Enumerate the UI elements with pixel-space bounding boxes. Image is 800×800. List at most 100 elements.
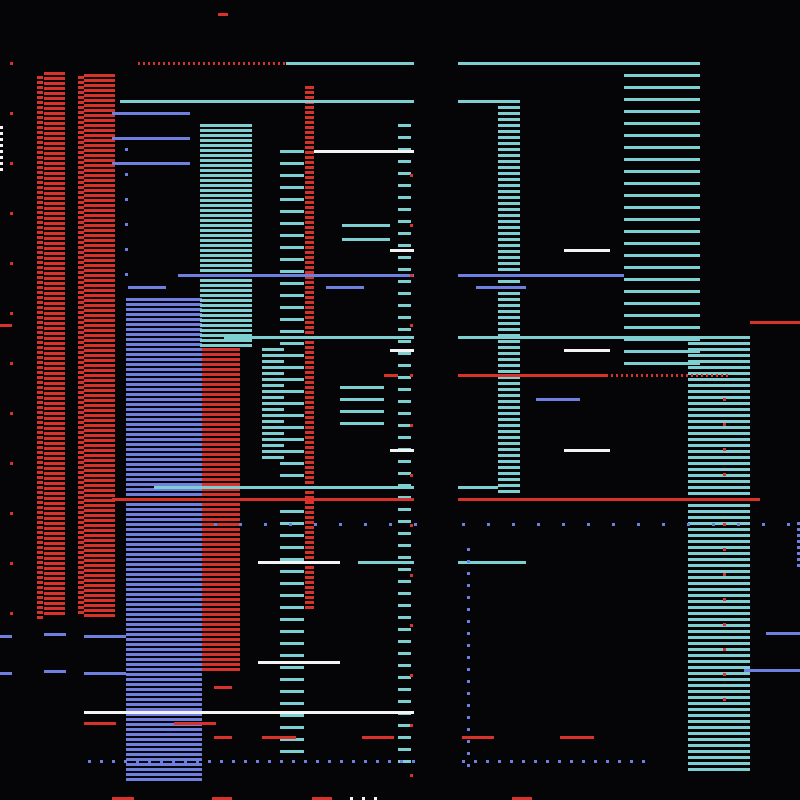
red-stripe [84, 474, 115, 477]
red-stripe [44, 142, 65, 145]
blue-dotted [587, 523, 590, 526]
red-stripe-thin [37, 91, 43, 94]
blue-dotted [462, 523, 465, 526]
red-stripe-thin [37, 411, 43, 414]
cyan-stripe-sparse [280, 750, 304, 753]
cyan-stripe [498, 322, 520, 325]
cyan-line [458, 100, 520, 103]
red-line [384, 374, 398, 377]
red-stripe [44, 197, 65, 200]
cyan-stripe-sparse [280, 618, 304, 621]
red-stripe [202, 513, 240, 516]
cyan-stripe [200, 154, 252, 157]
white-line [390, 349, 414, 352]
blue-stripe [126, 538, 202, 541]
cyan-stripe [200, 184, 252, 187]
cyan-stripe-sparse [280, 174, 304, 177]
red-stripe [202, 598, 240, 601]
red-stripe-center [305, 371, 314, 374]
red-stripe [44, 492, 65, 495]
red-stripe-thin [78, 411, 84, 414]
red-stripe-center [305, 551, 314, 554]
red-dotted [143, 62, 145, 65]
red-vdotted [723, 573, 726, 576]
cyan-stripe [688, 570, 750, 573]
blue-stripe [126, 718, 202, 721]
blue-vdotted [467, 596, 470, 599]
white-vdotted [0, 144, 3, 147]
red-stripe-thin [37, 551, 43, 554]
red-stripe-thin [37, 461, 43, 464]
red-stripe [202, 593, 240, 596]
cyan-stripe [498, 394, 520, 397]
cyan-stripe-sparse [398, 664, 411, 667]
cyan-stripe [498, 118, 520, 121]
red-stripe-thin [78, 371, 84, 374]
cyan-stripe [498, 418, 520, 421]
cyan-stripe [200, 169, 252, 172]
cyan-stripe [200, 179, 252, 182]
red-stripe-center [305, 326, 314, 329]
blue-vdotted [467, 680, 470, 683]
cyan-stripe [200, 214, 252, 217]
cyan-line [154, 486, 414, 489]
red-stripe-thin [37, 496, 43, 499]
red-stripe-center [305, 416, 314, 419]
red-stripe-thin [78, 611, 84, 614]
blue-line [766, 632, 800, 635]
red-stripe [84, 134, 115, 137]
blue-vdotted [467, 644, 470, 647]
cyan-stripe [200, 324, 252, 327]
red-stripe [44, 417, 65, 420]
blue-dotted [352, 760, 355, 763]
cyan-stripe-sparse [398, 496, 411, 499]
red-stripe-center [305, 471, 314, 474]
red-stripe [84, 274, 115, 277]
red-line [214, 736, 232, 739]
cyan-stripe [262, 420, 284, 423]
red-stripe-thin [37, 446, 43, 449]
blue-vdotted [467, 632, 470, 635]
blue-stripe [126, 633, 202, 636]
red-line [362, 736, 394, 739]
blue-stripe [126, 768, 202, 771]
red-stripe [44, 287, 65, 290]
cyan-line [342, 238, 390, 241]
red-stripe-center [305, 281, 314, 284]
blue-dotted [537, 523, 540, 526]
cyan-stripe [498, 256, 520, 259]
cyan-stripe-sparse [398, 148, 411, 151]
red-stripe-thin [78, 501, 84, 504]
red-stripe-thin [37, 586, 43, 589]
cyan-stripe [498, 424, 520, 427]
red-vdotted [10, 512, 13, 515]
red-dotted [681, 374, 683, 377]
red-stripe [84, 449, 115, 452]
blue-dotted [148, 760, 151, 763]
cyan-stripe [498, 280, 520, 283]
red-stripe-thin [78, 586, 84, 589]
red-stripe-center [305, 361, 314, 364]
blue-line [84, 635, 126, 638]
red-stripe-thin [78, 106, 84, 109]
red-vdotted [723, 623, 726, 626]
cyan-stripe-sparse [280, 306, 304, 309]
blue-vdotted [467, 704, 470, 707]
cyan-stripe [688, 378, 750, 381]
cyan-stripe [200, 164, 252, 167]
red-stripe [84, 79, 115, 82]
cyan-stripe [498, 316, 520, 319]
cyan-stripe [498, 106, 520, 109]
red-stripe [44, 187, 65, 190]
blue-stripe [126, 543, 202, 546]
red-dotted [178, 62, 180, 65]
cyan-stripe [688, 768, 750, 771]
red-stripe [44, 167, 65, 170]
red-stripe-thin [37, 196, 43, 199]
red-stripe [84, 434, 115, 437]
red-stripe [202, 538, 240, 541]
cyan-stripe-sparse [398, 316, 411, 319]
cyan-stripe [688, 738, 750, 741]
blue-stripe [126, 618, 202, 621]
cyan-stripe-sparse [624, 326, 700, 329]
